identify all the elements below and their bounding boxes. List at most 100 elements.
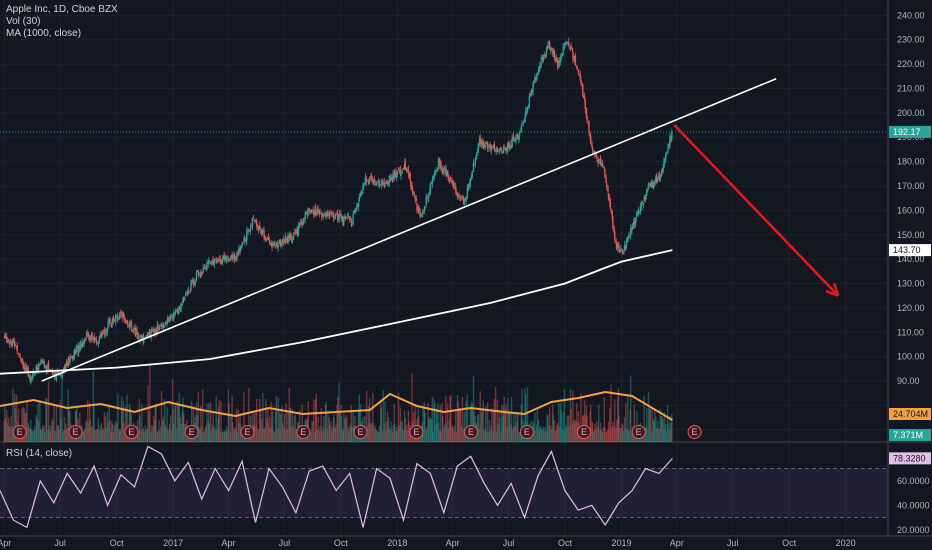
- volume-bar: [392, 425, 394, 442]
- volume-bar: [340, 415, 343, 442]
- candle-body: [402, 168, 404, 170]
- candle-body: [332, 213, 335, 219]
- volume-bar: [570, 409, 572, 442]
- candle-body: [340, 215, 343, 219]
- volume-bar: [227, 389, 230, 442]
- volume-bar: [439, 404, 442, 442]
- volume-bar: [425, 430, 427, 442]
- candle-body: [128, 324, 131, 328]
- volume-bar: [59, 400, 61, 442]
- volume-bar: [37, 402, 39, 442]
- volume-bar: [171, 379, 174, 442]
- candle-body: [665, 153, 668, 155]
- candle-body: [75, 348, 77, 354]
- candle-body: [558, 61, 561, 63]
- volume-bar: [645, 427, 647, 442]
- candle-body: [408, 172, 410, 176]
- time-tick-label: 2017: [163, 538, 183, 548]
- candle-body: [437, 158, 440, 167]
- volume-bar: [42, 428, 44, 442]
- candle-body: [504, 148, 507, 150]
- volume-bar: [558, 402, 560, 442]
- candle-body: [97, 341, 99, 345]
- volume-bar: [540, 428, 543, 442]
- volume-bar: [158, 419, 160, 442]
- volume-bar: [281, 406, 283, 442]
- candle-body: [571, 47, 574, 51]
- candle-body: [22, 361, 24, 364]
- legend-symbol[interactable]: Apple Inc, 1D, Cboe BZX: [6, 4, 118, 15]
- candle-body: [645, 189, 648, 196]
- volume-bar: [560, 410, 562, 442]
- legend-rsi[interactable]: RSI (14, close): [6, 448, 73, 459]
- volume-bar: [346, 428, 349, 442]
- candle-body: [447, 175, 449, 180]
- volume-bar: [375, 429, 378, 442]
- candle-body: [536, 74, 538, 80]
- candle-body: [448, 178, 451, 181]
- rsi-line: [0, 445, 673, 529]
- candle-body: [450, 177, 452, 179]
- volume-bar: [477, 414, 479, 442]
- candle-body: [335, 213, 337, 214]
- volume-bar: [164, 424, 166, 442]
- legend-volume[interactable]: Vol (30): [6, 16, 41, 27]
- candle-body: [330, 212, 332, 213]
- volume-bar: [344, 418, 346, 442]
- candle-body: [299, 223, 301, 224]
- candle-body: [279, 241, 282, 246]
- candle-body: [400, 172, 402, 176]
- candle-body: [477, 148, 479, 154]
- candle-body: [529, 95, 531, 97]
- volume-bar: [162, 416, 165, 442]
- volume-bar: [619, 428, 621, 442]
- ma-line: [0, 249, 673, 375]
- volume-bar: [625, 428, 628, 442]
- candle-body: [653, 182, 655, 185]
- candle-body: [37, 367, 39, 372]
- volume-bar: [559, 403, 562, 442]
- candle-body: [617, 242, 620, 245]
- candle-body: [427, 197, 429, 199]
- volume-bar: [160, 426, 162, 442]
- volume-bar: [385, 430, 387, 442]
- candle-body: [55, 374, 58, 381]
- candle-body: [147, 333, 149, 338]
- candle-body: [382, 183, 384, 185]
- earnings-label: E: [357, 427, 363, 437]
- candle-body: [303, 218, 305, 221]
- candle-body: [314, 207, 317, 213]
- volume-bar: [294, 414, 297, 442]
- candle-body: [425, 197, 427, 206]
- volume-bar: [607, 429, 609, 442]
- volume-bar: [39, 400, 41, 442]
- volume-bar: [45, 398, 48, 442]
- volume-bar: [287, 411, 289, 442]
- candle-body: [567, 42, 570, 47]
- volume-bar: [44, 431, 46, 442]
- legend-ma[interactable]: MA (1000, close): [6, 28, 82, 39]
- time-tick-label: Jul: [727, 538, 739, 548]
- volume-bar: [199, 429, 201, 442]
- candle-body: [196, 271, 198, 273]
- volume-bar: [307, 401, 309, 442]
- volume-bar: [373, 428, 376, 442]
- candle-body: [152, 329, 155, 332]
- volume-bar: [493, 409, 495, 442]
- candle-body: [265, 238, 268, 242]
- candle-body: [101, 331, 104, 333]
- candle-body: [506, 146, 508, 152]
- candle-body: [634, 218, 637, 225]
- candle-body: [114, 317, 117, 323]
- earnings-icon: [631, 425, 646, 439]
- volume-bar: [275, 395, 278, 442]
- last-price-tag-bg: [889, 125, 931, 138]
- volume-bar: [403, 410, 406, 442]
- candle-body: [441, 167, 443, 171]
- volume-bar: [6, 409, 8, 442]
- volume-bar: [123, 422, 125, 442]
- volume-bar: [129, 408, 131, 442]
- volume-bar: [617, 397, 619, 442]
